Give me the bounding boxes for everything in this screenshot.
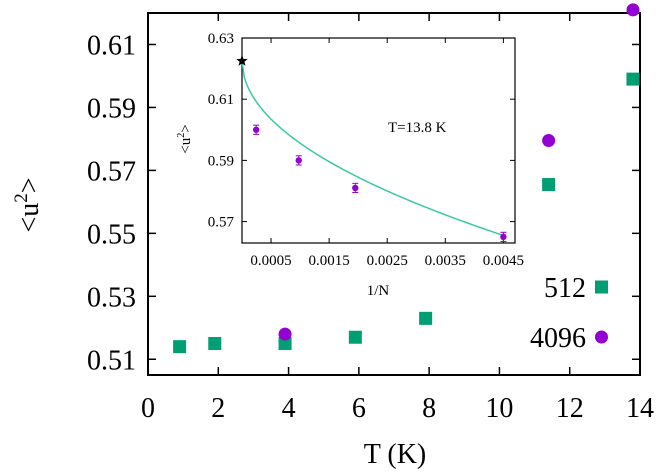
inset-x-axis-label: 1/N bbox=[367, 283, 390, 299]
inset-data-point bbox=[352, 184, 359, 192]
main-x-tick-label: 8 bbox=[422, 393, 436, 424]
main-x-tick-label: 6 bbox=[352, 393, 366, 424]
inset-background bbox=[242, 38, 515, 243]
inset-x-tick-label: 0.0005 bbox=[250, 253, 291, 269]
main-y-tick-label: 0.57 bbox=[87, 156, 136, 187]
main-legend: 512 4096 bbox=[530, 273, 608, 354]
legend-label-4096: 4096 bbox=[530, 323, 586, 354]
inset-y-tick-label: 0.57 bbox=[208, 215, 235, 231]
main-x-tick-label: 0 bbox=[141, 393, 155, 424]
inset-data-point bbox=[500, 233, 507, 241]
main-x-tick-label: 10 bbox=[485, 393, 513, 424]
inset-extrapolated-star bbox=[236, 54, 248, 66]
main-y-tick-label: 0.59 bbox=[87, 93, 136, 124]
main-x-tick-label: 4 bbox=[282, 393, 296, 424]
data-point-512 bbox=[542, 178, 556, 192]
data-point-512 bbox=[208, 337, 222, 351]
inset-x-tick-label: 0.0035 bbox=[425, 253, 466, 269]
main-y-tick-label: 0.53 bbox=[87, 282, 136, 313]
main-y-axis-label-base: <u bbox=[14, 203, 45, 233]
inset-x-tick-label: 0.0015 bbox=[309, 253, 350, 269]
main-y-tick-label: 0.55 bbox=[87, 219, 136, 250]
data-point-512 bbox=[626, 72, 640, 86]
data-point-512 bbox=[348, 330, 362, 344]
main-y-tick-label: 0.51 bbox=[87, 345, 136, 376]
main-x-tick-label: 14 bbox=[626, 393, 654, 424]
data-point-512 bbox=[173, 340, 187, 354]
inset-x-tick-label: 0.0045 bbox=[483, 253, 524, 269]
inset-y-tick-label: 0.59 bbox=[208, 153, 234, 169]
inset-frame bbox=[241, 37, 516, 244]
inset-y-tick-label: 0.61 bbox=[208, 92, 234, 108]
legend-label-512: 512 bbox=[544, 273, 586, 304]
data-point-4096 bbox=[542, 133, 556, 147]
main-y-tick-label: 0.61 bbox=[87, 30, 136, 61]
main-y-axis-label-sup: 2 bbox=[11, 193, 32, 203]
data-point-512 bbox=[419, 311, 433, 325]
data-point-512 bbox=[278, 337, 292, 351]
inset-plot-area: 0.0005 0.0015 0.0025 0.0035 0.0045 0.57 0.59 0.… bbox=[208, 31, 524, 269]
inset-y-axis-label-sup: 2 bbox=[176, 133, 187, 138]
inset-x-tick-label: 0.0025 bbox=[367, 253, 408, 269]
inset-y-axis-label-end: > bbox=[178, 124, 194, 132]
main-x-axis-label: T (K) bbox=[364, 439, 426, 470]
main-y-axis-label: <u2> bbox=[11, 177, 45, 232]
main-x-tick-label: 2 bbox=[211, 393, 225, 424]
legend-marker-512 bbox=[595, 280, 608, 294]
inset-y-tick-label: 0.63 bbox=[208, 31, 234, 47]
main-plot-area: 0 2 4 6 8 10 12 14 0.51 0.53 0.55 0.57 0.59 0.61 bbox=[87, 3, 654, 424]
inset-fit-line bbox=[241, 60, 506, 237]
main-plot-frame bbox=[147, 12, 641, 376]
inset-annotation: T=13.8 K bbox=[388, 120, 447, 136]
inset-y-axis-label-base: <u bbox=[178, 137, 194, 153]
inset-data-point bbox=[252, 126, 260, 133]
inset-data-point bbox=[295, 157, 302, 164]
inset-y-axis-label: <u2> bbox=[176, 124, 194, 153]
main-x-tick-label: 12 bbox=[556, 393, 584, 424]
data-point-4096 bbox=[278, 327, 292, 341]
main-y-axis-label-end: > bbox=[14, 177, 45, 193]
legend-marker-4096 bbox=[595, 330, 608, 344]
data-point-4096 bbox=[626, 3, 640, 17]
